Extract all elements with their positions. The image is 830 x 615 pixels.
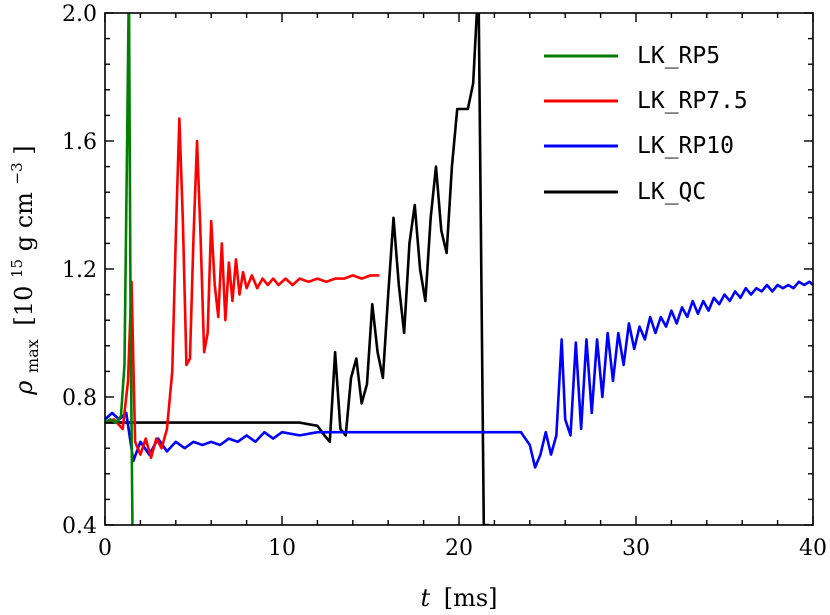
x-axis-label: t [ms] [420,584,497,612]
series-line-lk-rp7-5 [105,117,380,460]
x-tick-label: 40 [799,536,827,561]
y-tick-label: 1.2 [62,258,97,283]
y-tick-label: 0.4 [62,514,97,539]
legend-label-lk-rp10: LK_RP10 [637,133,734,159]
x-tick-label: 0 [98,536,112,561]
x-tick-label: 10 [268,536,296,561]
series-line-lk-qc [105,13,490,525]
legend-label-lk-rp5: LK_RP5 [637,43,720,69]
legend-label-lk-qc: LK_QC [637,179,706,205]
y-tick-label: 2.0 [62,2,97,27]
series-line-lk-rp10 [105,280,813,469]
x-tick-label: 30 [622,536,650,561]
series-line-lk-rp5 [105,13,134,525]
legend: LK_RP5 LK_RP7.5 LK_RP10 LK_QC [544,43,748,205]
legend-label-lk-rp7-5: LK_RP7.5 [637,88,748,114]
x-tick-label: 20 [445,536,473,561]
y-tick-label: 1.6 [62,130,97,155]
y-tick-label: 0.8 [62,386,97,411]
y-axis-label: ρ max [10 15 g cm −3 ] [0,145,44,395]
